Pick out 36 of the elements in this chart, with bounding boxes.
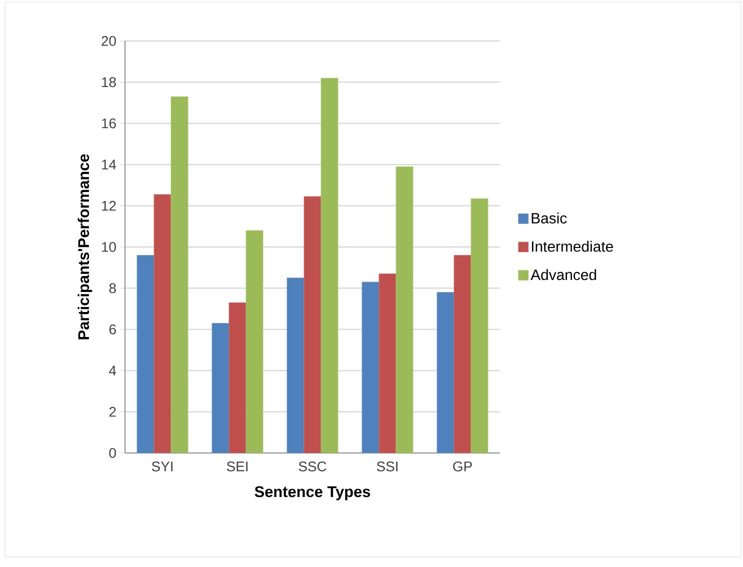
legend-label: Advanced [530, 269, 596, 280]
x-axis-title: Sentence Types [254, 486, 370, 500]
bar [304, 196, 322, 453]
bar [396, 166, 414, 453]
y-tick-label: 4 [109, 366, 116, 376]
bar [378, 274, 396, 453]
x-tick-label: GP [453, 461, 472, 472]
bar [228, 302, 246, 453]
x-tick-label: SYI [152, 461, 172, 472]
x-tick-label: SSI [376, 461, 398, 472]
y-tick-label: 6 [109, 324, 116, 334]
bar [170, 96, 188, 453]
bar [362, 282, 380, 453]
y-tick-label: 14 [102, 160, 116, 170]
bar [154, 194, 172, 453]
bar [320, 78, 338, 453]
y-tick-label: 2 [109, 406, 116, 417]
x-tick-label: SEI [226, 461, 248, 472]
y-tick-label: 12 [102, 200, 116, 211]
bar [286, 278, 304, 453]
bar [136, 255, 154, 453]
bar [470, 198, 488, 453]
y-tick-label: 20 [102, 36, 116, 46]
bar [246, 230, 264, 453]
y-tick-label: 10 [102, 242, 116, 252]
y-tick-label: 0 [109, 448, 116, 458]
bar [436, 292, 454, 453]
y-tick-label: 8 [109, 283, 116, 294]
legend-label: Basic [532, 212, 567, 224]
y-tick-label: 16 [102, 118, 116, 128]
y-axis-title: Participants'Performance [78, 154, 92, 340]
bar [212, 323, 230, 453]
x-tick-label: SSC [298, 461, 326, 472]
y-tick-label: 18 [102, 77, 116, 88]
legend-label: Intermediate [532, 240, 613, 252]
bar [454, 255, 472, 453]
